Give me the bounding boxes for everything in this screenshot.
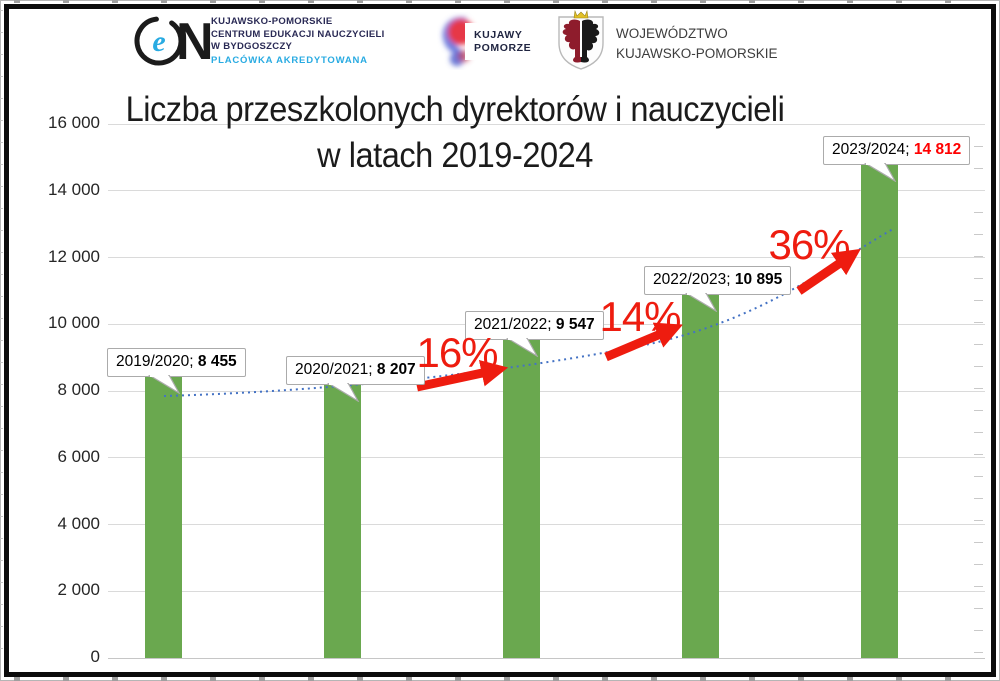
coat-of-arms-icon bbox=[558, 9, 604, 70]
cen-accreditation-label: PLACÓWKA AKREDYTOWANA bbox=[211, 54, 368, 66]
voivodeship-coat-of-arms bbox=[556, 7, 606, 76]
pomorze-line: POMORZE bbox=[474, 42, 532, 54]
gridline-2000 bbox=[108, 590, 985, 592]
spreadsheet-ticks-left bbox=[0, 10, 3, 670]
gridline-14000 bbox=[108, 190, 985, 192]
voivodeship-line1: WOJEWÓDZTWO bbox=[616, 26, 728, 41]
data-label-value: 8 455 bbox=[197, 352, 237, 370]
svg-text:e: e bbox=[152, 25, 165, 58]
data-label-value: 8 207 bbox=[376, 361, 416, 379]
callout-tail-icon bbox=[148, 374, 181, 394]
gridline-0 bbox=[108, 657, 985, 659]
data-label-value: 9 547 bbox=[555, 316, 595, 334]
y-axis-tick-label: 10 000 bbox=[48, 313, 100, 333]
spreadsheet-ticks-top bbox=[14, 0, 986, 3]
data-label-value: 10 895 bbox=[734, 271, 783, 289]
bar-2020/2021 bbox=[324, 384, 361, 658]
bar-2019/2020 bbox=[145, 375, 182, 658]
cen-monogram-icon: e N bbox=[134, 13, 214, 71]
header-logos: e N KUJAWSKO-POMORSKIE CENTRUM EDUKACJI … bbox=[0, 0, 1000, 84]
kujawy-line: KUJAWY bbox=[474, 29, 523, 41]
bar-2022/2023 bbox=[682, 294, 719, 658]
y-axis-tick-label: 6 000 bbox=[57, 446, 100, 466]
svg-text:N: N bbox=[176, 13, 213, 71]
bar-2021/2022 bbox=[503, 339, 540, 658]
chart-title-line1: Liczba przeszkolonych dyrektorów i naucz… bbox=[125, 90, 785, 129]
gridline-8000 bbox=[108, 390, 985, 392]
data-label-category: 2020/2021; bbox=[295, 361, 377, 379]
y-axis-tick-label: 8 000 bbox=[57, 380, 100, 399]
voivodeship-name-block: WOJEWÓDZTWO KUJAWSKO-POMORSKIE bbox=[616, 24, 778, 64]
callout-tail-icon bbox=[327, 383, 360, 403]
cen-name-block: KUJAWSKO-POMORSKIE CENTRUM EDUKACJI NAUC… bbox=[211, 16, 385, 67]
y-axis-tick-label: 16 000 bbox=[48, 113, 100, 132]
data-label-callout-2019/2020: 2019/2020; 8 455 bbox=[107, 347, 246, 394]
cen-logo: e N bbox=[133, 10, 214, 77]
data-label-callout-2022/2023: 2022/2023; 10 895 bbox=[644, 266, 792, 313]
chart-title: Liczba przeszkolonych dyrektorów i naucz… bbox=[74, 87, 837, 179]
gridline-4000 bbox=[108, 524, 985, 525]
cen-name-line3: W BYDGOSZCZY bbox=[211, 41, 293, 52]
kujawy-pomorze-wordmark: KUJAWY POMORZE bbox=[465, 23, 541, 60]
callout-tail-icon bbox=[864, 162, 897, 182]
kujawy-pomorze-logo: KUJAWY POMORZE bbox=[437, 12, 549, 74]
spreadsheet-ticks-bottom bbox=[14, 677, 986, 681]
gridline-16000 bbox=[108, 123, 985, 125]
bar-2023/2024 bbox=[861, 163, 898, 658]
growth-percent-label: 16% bbox=[416, 329, 498, 376]
voivodeship-line2: KUJAWSKO-POMORSKIE bbox=[616, 46, 778, 61]
gridline-12000 bbox=[108, 257, 985, 258]
data-label-value: 14 812 bbox=[913, 140, 962, 158]
y-axis-tick-label: 4 000 bbox=[57, 513, 100, 533]
data-label-category: 2019/2020; bbox=[116, 352, 198, 370]
y-axis-tick-label: 14 000 bbox=[48, 179, 100, 199]
data-label-callout-2020/2021: 2020/2021; 8 207 bbox=[286, 356, 425, 403]
callout-tail-icon bbox=[685, 293, 718, 313]
growth-percent-label: 36% bbox=[768, 221, 850, 268]
y-axis-tick-label: 12 000 bbox=[48, 246, 100, 266]
growth-percent-label: 14% bbox=[599, 293, 681, 340]
chart-title-line2: w latach 2019-2024 bbox=[317, 136, 593, 175]
data-label-category: 2022/2023; bbox=[653, 271, 735, 289]
data-label-category: 2023/2024; bbox=[832, 140, 914, 158]
cen-name-line2: CENTRUM EDUKACJI NAUCZYCIELI bbox=[211, 28, 385, 40]
y-axis-tick-label: 2 000 bbox=[57, 580, 100, 600]
cen-name-line1: KUJAWSKO-POMORSKIE bbox=[211, 16, 333, 27]
gridline-6000 bbox=[108, 457, 985, 459]
y-axis-tick-label: 0 bbox=[90, 647, 100, 666]
data-label-callout-2023/2024: 2023/2024; 14 812 bbox=[823, 135, 971, 182]
callout-tail-icon bbox=[506, 338, 539, 358]
